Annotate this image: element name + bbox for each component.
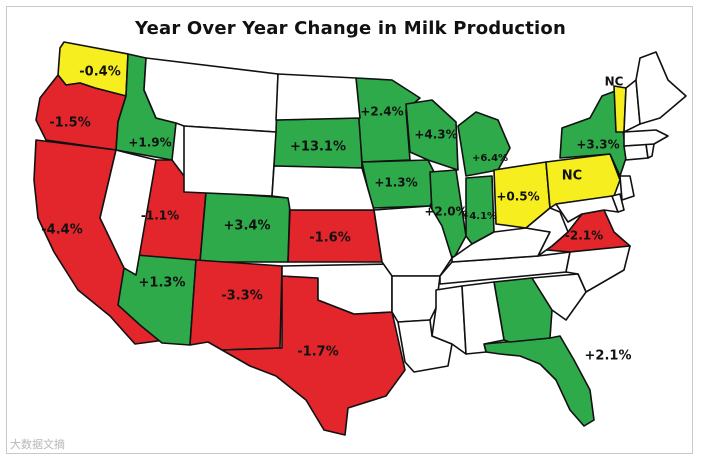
state-nd (275, 73, 361, 121)
state-label-in: +4.1% (461, 211, 497, 222)
state-me (635, 51, 687, 125)
state-wi (405, 99, 459, 171)
state-mi (457, 111, 511, 177)
state-labels: -0.4% -1.5% -4.4% +1.9% -1.1% +3.4% +1.3% -3.3%… (41, 65, 631, 364)
state-wv (525, 207, 569, 257)
state-label-ut: -1.1% (141, 209, 179, 223)
state-label-ia: +1.3% (374, 176, 417, 190)
state-label-nm: -3.3% (221, 289, 262, 304)
state-label-oh: +0.5% (496, 190, 539, 204)
state-al (461, 281, 505, 355)
state-la (397, 319, 453, 373)
state-wy (183, 125, 277, 197)
state-ar (391, 275, 441, 323)
state-shapes (33, 41, 687, 436)
state-label-tx: -1.7% (297, 345, 338, 360)
state-label-pa: NC (562, 169, 582, 184)
state-ne (271, 165, 375, 211)
state-ma (623, 129, 669, 147)
state-label-va: -2.1% (565, 229, 603, 243)
state-label-ny: +3.3% (576, 138, 619, 152)
state-label-fl: +2.1% (585, 349, 632, 364)
state-ri (645, 143, 655, 159)
state-label-az: +1.3% (139, 276, 186, 291)
state-label-wi: +4.3% (414, 128, 457, 142)
map-title: Year Over Year Change in Milk Production (135, 18, 566, 39)
state-label-wa: -0.4% (79, 65, 120, 80)
state-label-id: +1.9% (128, 136, 171, 150)
watermark-text: 大数据文摘 (10, 438, 65, 451)
state-label-ca: -4.4% (41, 223, 82, 238)
state-mo (373, 205, 453, 277)
state-nm (189, 259, 283, 351)
state-label-ks: -1.6% (309, 231, 350, 246)
state-label-co: +3.4% (224, 219, 271, 234)
state-label-or: -1.5% (49, 116, 90, 131)
state-label-il: +2.0% (424, 205, 467, 219)
state-nj (619, 175, 635, 201)
state-label-mn: +2.4% (360, 105, 403, 119)
state-label-sd: +13.1% (290, 140, 346, 155)
state-nv (99, 149, 157, 276)
state-sc (531, 273, 587, 321)
state-fl (483, 335, 595, 427)
state-label-vt: NC (605, 75, 624, 89)
state-label-mi: +6.4% (472, 153, 508, 164)
state-de (611, 193, 625, 213)
